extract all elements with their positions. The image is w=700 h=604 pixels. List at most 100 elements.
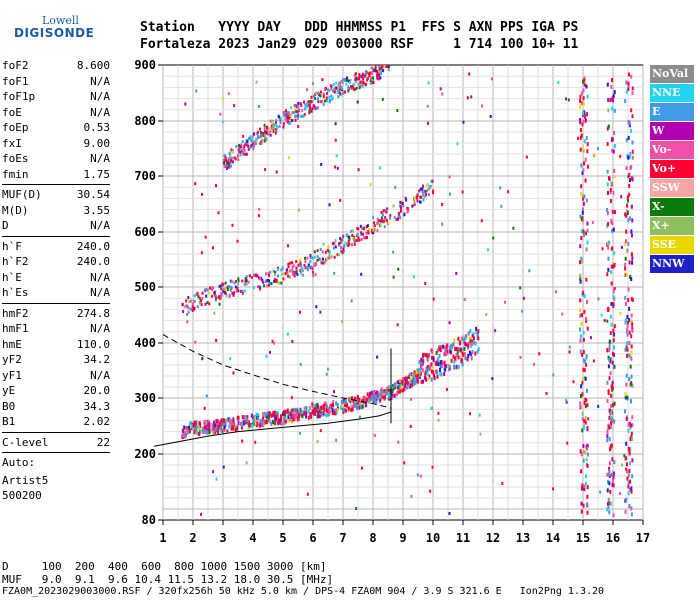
echo-point (465, 342, 468, 347)
interference-point (630, 423, 633, 428)
echo-point (186, 430, 189, 435)
interference-point (631, 474, 634, 479)
interference-point (628, 504, 631, 509)
x-tick-label: 17 (636, 531, 650, 545)
echo-point (395, 392, 398, 397)
echo-point (311, 409, 314, 414)
echo-point (474, 351, 477, 356)
echo-point (346, 78, 349, 82)
echo-point (332, 410, 335, 415)
noise-point (334, 165, 337, 169)
interference-point (581, 376, 584, 381)
interference-point (582, 96, 585, 101)
echo-point (413, 378, 416, 383)
echo-point (263, 123, 266, 127)
echo-point (262, 422, 265, 427)
interference-point (613, 401, 616, 406)
echo-point (297, 104, 300, 108)
echo-point (247, 144, 250, 148)
echo-point (294, 271, 297, 275)
param-separator (2, 184, 110, 185)
echo-point (367, 231, 370, 235)
echo-point (354, 79, 357, 83)
echo-point (306, 256, 309, 260)
echo-point (294, 114, 297, 118)
param-row: yF2 34.2 (2, 352, 110, 368)
echo-point (453, 364, 456, 369)
echo-point (323, 99, 326, 103)
noise-point (184, 102, 187, 106)
noise-point (335, 154, 338, 158)
interference-point (606, 169, 609, 174)
interference-point (626, 314, 629, 319)
echo-point (301, 267, 304, 271)
echo-point (343, 244, 346, 248)
interference-point (630, 313, 633, 318)
interference-point (631, 260, 634, 265)
echo-point (412, 381, 415, 386)
x-tick-label: 5 (279, 531, 286, 545)
echo-point (253, 132, 256, 136)
echo-point (379, 76, 382, 80)
interference-point (585, 457, 588, 462)
interference-point (608, 481, 611, 486)
noise-point (357, 168, 360, 172)
interference-point (607, 479, 610, 484)
interference-point (580, 184, 583, 189)
param-value: 30.54 (76, 188, 110, 201)
echo-point (339, 93, 342, 97)
noise-point (419, 474, 422, 478)
echo-point (336, 253, 339, 257)
noise-point (356, 100, 359, 104)
interference-point (627, 480, 630, 485)
echo-point (268, 131, 271, 135)
interference-point (613, 130, 616, 135)
echo-point (201, 426, 204, 431)
auto-scaling-line: Artist5 (2, 473, 49, 487)
echo-point (274, 129, 277, 133)
echo-point (374, 67, 377, 71)
logo-name-text: DIGISONDE (14, 26, 95, 40)
interference-point (612, 295, 615, 300)
interference-point (582, 119, 585, 124)
noise-point (380, 387, 383, 391)
echo-point (352, 402, 355, 407)
interference-point (586, 403, 589, 408)
echo-point (439, 348, 442, 353)
echo-point (272, 124, 275, 128)
x-tick-label: 15 (576, 531, 590, 545)
echo-point (233, 291, 236, 295)
echo-point (343, 249, 346, 253)
echo-point (274, 131, 277, 135)
echo-point (293, 103, 296, 107)
interference-point (583, 77, 586, 82)
noise-point (286, 244, 289, 248)
interference-point (628, 330, 631, 335)
noise-point (363, 227, 366, 231)
echo-point (214, 294, 217, 298)
echo-point (279, 116, 282, 120)
interference-point (586, 446, 589, 451)
echo-point (356, 232, 359, 236)
noise-point (288, 156, 291, 160)
interference-point (580, 384, 583, 389)
echo-point (422, 379, 425, 384)
echo-point (395, 218, 398, 222)
interference-point (613, 364, 616, 369)
echo-point (191, 423, 194, 428)
interference-point (630, 229, 633, 234)
noise-point (355, 507, 358, 511)
interference-point (611, 138, 614, 143)
interference-point (628, 306, 631, 311)
echo-point (248, 423, 251, 428)
echo-point (193, 420, 196, 425)
interference-point (583, 400, 586, 405)
x-tick-label: 1 (159, 531, 166, 545)
noise-point (360, 466, 363, 470)
interference-point (609, 359, 612, 364)
echo-point (413, 200, 416, 204)
echo-point (297, 263, 300, 267)
echo-point (308, 405, 311, 410)
echo-point (233, 156, 236, 160)
param-value: 0.53 (83, 121, 111, 134)
